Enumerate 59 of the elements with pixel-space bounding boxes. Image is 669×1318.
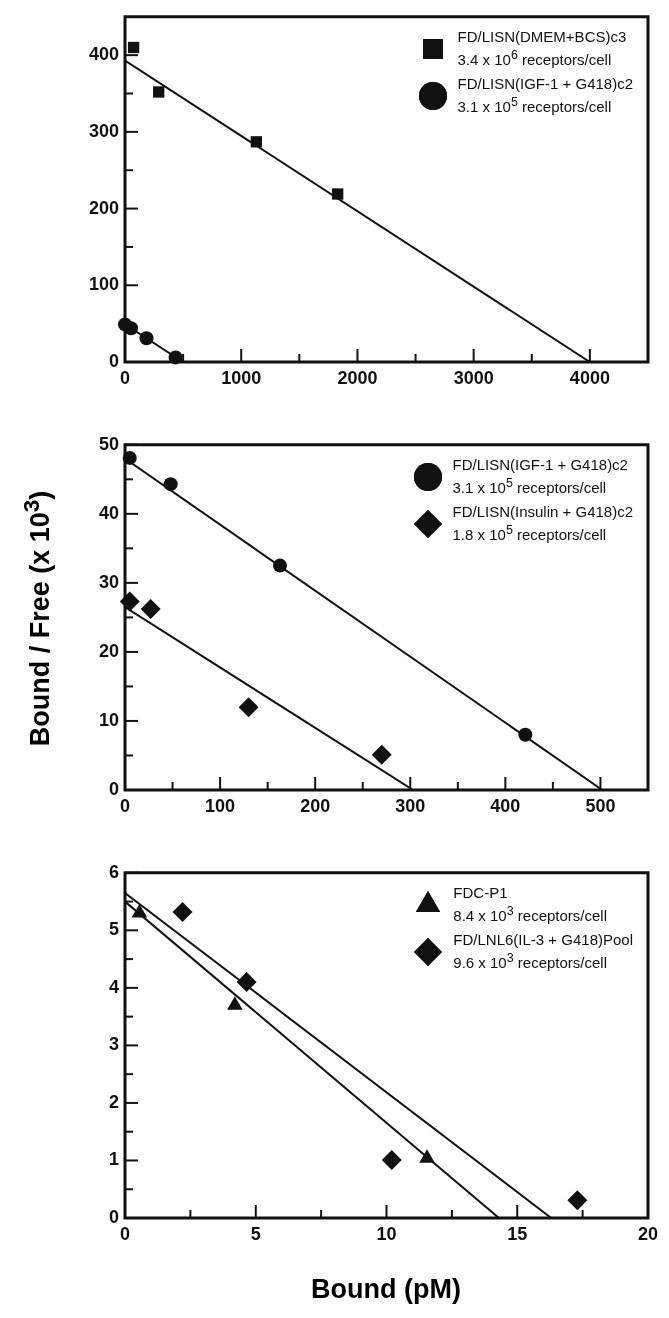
x-tick-label: 500	[585, 795, 616, 816]
x-tick-label: 400	[490, 795, 521, 816]
y-tick-label: 100	[88, 274, 119, 295]
y-tick-label: 6	[108, 861, 119, 882]
x-tick-label: 4000	[569, 367, 610, 388]
legend-label: FD/LISN(IGF-1 + G418)c2 3.1 x 10$^{5}$ receptors/cell	[457, 75, 633, 116]
point	[238, 697, 259, 718]
y-tick-label: 50	[98, 433, 119, 454]
x-axis-title: Bound (pM)	[311, 1274, 461, 1305]
point	[381, 1149, 402, 1170]
x-tick-label: 15	[507, 1223, 528, 1244]
x-tick-label: 3000	[453, 367, 494, 388]
y-tick-label: 1	[108, 1149, 119, 1170]
point	[227, 996, 243, 1010]
y-tick-label: 5	[108, 919, 119, 940]
point	[163, 477, 178, 492]
y-tick-label: 400	[88, 44, 119, 65]
x-tick-label: 300	[395, 795, 426, 816]
y-tick-label: 30	[98, 571, 119, 592]
point	[419, 1149, 435, 1163]
y-tick-label: 300	[88, 120, 119, 141]
point	[139, 331, 154, 346]
y-tick-label: 0	[108, 778, 119, 799]
y-tick-label: 2	[108, 1091, 119, 1112]
y-tick-label: 20	[98, 640, 119, 661]
legend-label: FDC-P1 8.4 x 10$^{3}$ receptors/cell	[453, 884, 608, 925]
point	[122, 450, 137, 465]
x-tick-label: 20	[637, 1223, 659, 1244]
y-tick-label: 10	[98, 709, 119, 730]
point	[127, 41, 140, 54]
point	[273, 558, 287, 573]
y-tick-label: 4	[108, 976, 119, 997]
point	[250, 136, 262, 148]
point	[371, 744, 392, 765]
x-tick-label: 100	[205, 795, 236, 816]
point	[153, 86, 165, 98]
x-tick-label: 1000	[221, 367, 262, 388]
legend-label: FD/LNL6(IL-3 + G418)Pool 9.6 x 10$^{3}$ receptors/cell	[453, 931, 633, 972]
point	[236, 972, 257, 993]
point	[332, 188, 344, 200]
x-tick-label: 5	[250, 1223, 261, 1244]
legend-label: FD/LISN(IGF-1 + G418)c2 3.1 x 10$^{5}$ receptors/cell	[452, 456, 628, 497]
x-tick-label: 200	[300, 795, 331, 816]
point	[131, 904, 148, 918]
point	[518, 727, 533, 742]
y-tick-label: 3	[108, 1034, 119, 1055]
point	[119, 591, 140, 612]
point	[172, 901, 193, 922]
point	[124, 321, 139, 336]
point	[140, 599, 161, 620]
y-tick-label: 0	[108, 350, 119, 371]
y-tick-label: 200	[88, 197, 119, 218]
legend-label: FD/LISN(DMEM+BCS)c3 3.4 x 10$^{6}$ receptors/cell	[457, 28, 627, 69]
x-tick-label: 10	[376, 1223, 397, 1244]
y-tick-label: 0	[108, 1206, 119, 1227]
y-tick-label: 40	[98, 502, 119, 523]
point	[567, 1190, 588, 1211]
x-tick-label: 2000	[337, 367, 378, 388]
legend-label: FD/LISN(Insulin + G418)c2 1.8 x 10$^{5}$ receptors/cell	[452, 503, 633, 544]
